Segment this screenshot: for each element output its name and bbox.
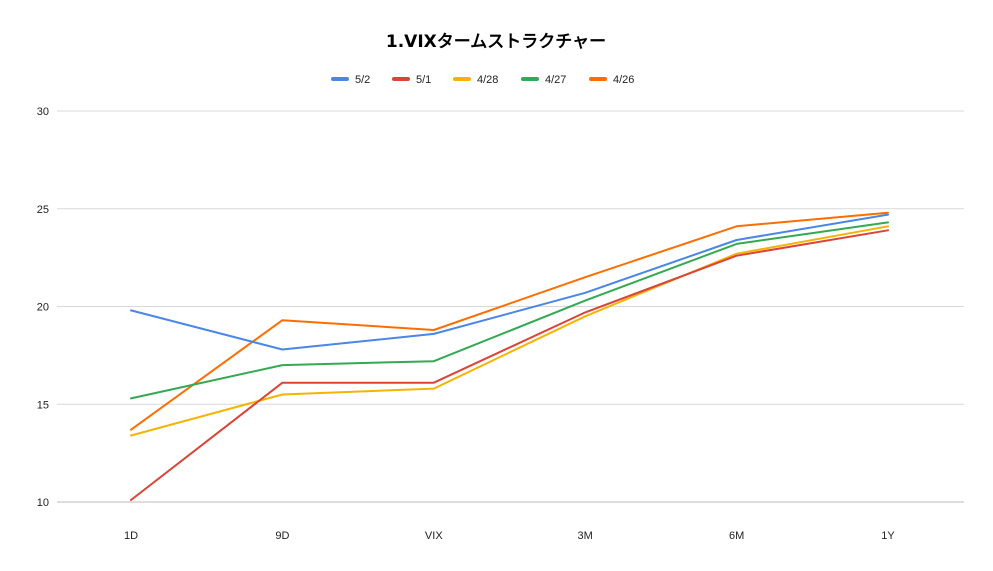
- legend-item: 5/2: [331, 74, 370, 86]
- legend: 5/2 5/1 4/28 4/27 4/26: [331, 74, 634, 86]
- y-tick-label: 10: [37, 497, 49, 509]
- y-axis-ticks: 10 15 20 25 30: [37, 106, 49, 509]
- legend-label: 4/26: [613, 74, 634, 86]
- legend-label: 4/28: [477, 74, 498, 86]
- gridlines: [57, 110, 964, 503]
- y-tick-label: 25: [37, 204, 49, 216]
- series-line-5-1: [130, 229, 889, 501]
- x-tick-label: VIX: [425, 530, 443, 542]
- legend-label: 5/1: [416, 74, 431, 86]
- x-tick-label: 9D: [275, 530, 289, 542]
- series-line-4-27: [130, 221, 889, 400]
- legend-label: 5/2: [355, 74, 370, 86]
- x-axis-ticks: 1D 9D VIX 3M 6M 1Y: [124, 530, 895, 542]
- x-tick-label: 1Y: [881, 530, 895, 542]
- x-tick-label: 3M: [578, 530, 593, 542]
- series-line-5-2: [130, 213, 889, 351]
- y-tick-label: 15: [37, 399, 49, 411]
- legend-item: 4/27: [521, 74, 566, 86]
- series-lines: [130, 211, 889, 501]
- legend-item: 5/1: [392, 74, 431, 86]
- x-tick-label: 1D: [124, 530, 138, 542]
- series-line-4-26: [130, 211, 889, 431]
- legend-item: 4/28: [453, 74, 498, 86]
- legend-item: 4/26: [589, 74, 634, 86]
- legend-label: 4/27: [545, 74, 566, 86]
- y-tick-label: 20: [37, 302, 49, 314]
- x-tick-label: 6M: [729, 530, 744, 542]
- y-tick-label: 30: [37, 106, 49, 118]
- chart-title: 1.VIXタームストラクチャー: [386, 32, 606, 52]
